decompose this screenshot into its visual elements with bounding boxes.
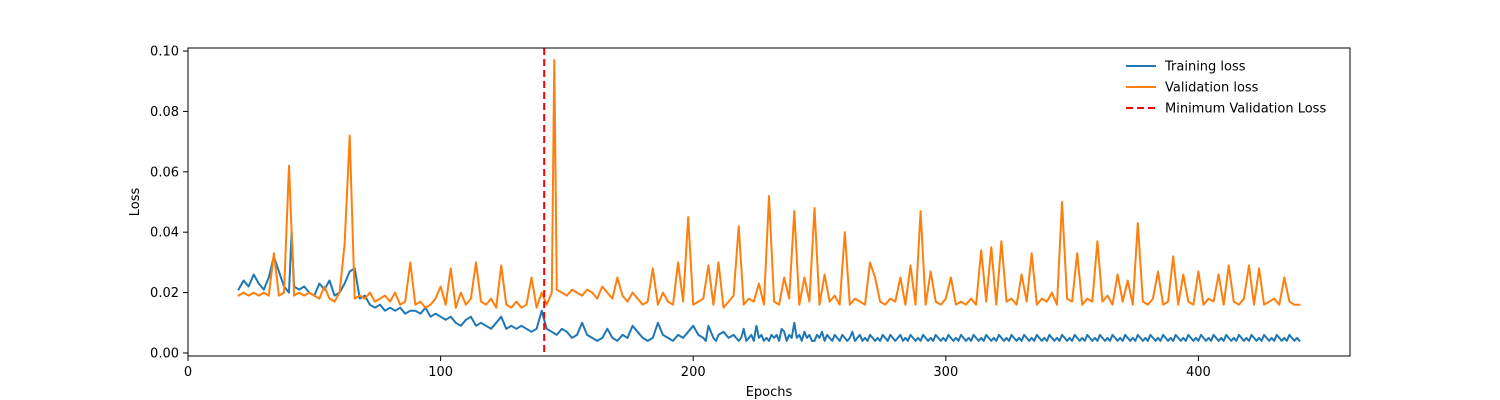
legend-label-training-loss: Training loss: [1164, 60, 1246, 75]
y-tick-label: 0.02: [150, 286, 179, 301]
x-axis: 0 100 200 300 400: [184, 356, 1211, 380]
x-tick-label: 0: [184, 365, 192, 380]
series-line-training-loss: [237, 231, 1301, 342]
legend-label-validation-loss: Validation loss: [1165, 81, 1259, 96]
plot-frame: [187, 47, 1351, 357]
legend: Training loss Validation loss Minimum Vali…: [1126, 60, 1326, 117]
plot-area: [237, 48, 1301, 356]
y-axis-title: Loss: [128, 188, 143, 217]
series-line-validation-loss: [237, 59, 1301, 309]
x-axis-title: Epochs: [746, 385, 793, 400]
x-tick-label: 400: [1186, 365, 1211, 380]
y-tick-label: 0.10: [150, 45, 179, 60]
x-tick-label: 100: [428, 365, 453, 380]
y-tick-label: 0.06: [150, 165, 179, 180]
y-tick-label: 0.08: [150, 105, 179, 120]
x-tick-label: 200: [681, 365, 706, 380]
y-axis: 0.00 0.02 0.04 0.06 0.08 0.10: [150, 45, 188, 361]
y-tick-label: 0.00: [150, 346, 179, 361]
x-tick-label: 300: [933, 365, 958, 380]
y-tick-label: 0.04: [150, 226, 179, 241]
legend-label-minimum-validation-loss: Minimum Validation Loss: [1165, 102, 1326, 117]
